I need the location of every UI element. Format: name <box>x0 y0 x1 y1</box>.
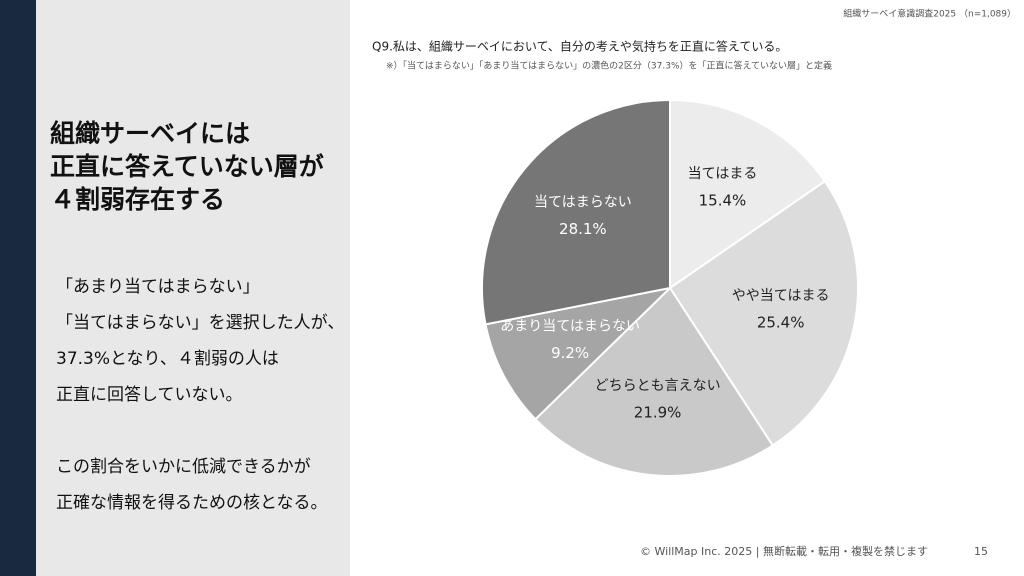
slice-label: どちらとも言えない <box>595 378 721 394</box>
pie-slice <box>484 286 674 421</box>
side-strip <box>0 0 36 576</box>
pie-slice <box>668 179 859 447</box>
slice-value: 21.9% <box>634 404 682 422</box>
slice-value: 15.4% <box>699 192 747 210</box>
copyright: © WillMap Inc. 2025 | 無断転載・転用・複製を禁じます <box>640 544 928 558</box>
slice-label: あまり当てはまらない <box>500 318 640 334</box>
body-text: 「当てはまらない」を選択した人が、 <box>56 313 344 333</box>
body-text: 正直に回答していない。 <box>56 385 243 405</box>
slice-label: 当てはまる <box>688 166 758 182</box>
slice-label: 当てはまらない <box>534 194 632 210</box>
slice-value: 25.4% <box>757 313 805 331</box>
survey-label: 組織サーベイ意識調査2025 （n=1,089） <box>843 8 1016 20</box>
pie-slice <box>481 98 671 326</box>
slice-value: 28.1% <box>559 220 607 238</box>
headline: ４割弱存在する <box>50 185 225 214</box>
body-text: この割合をいかに低減できるかが <box>56 457 311 477</box>
headline: 正直に答えていない層が <box>50 152 324 181</box>
body-text: 「あまり当てはまらない」 <box>56 277 260 297</box>
pie-slice <box>533 286 775 477</box>
headline: 組織サーベイには <box>50 119 250 148</box>
page-number: 15 <box>974 545 988 558</box>
body-text: 37.3%となり、４割弱の人は <box>56 349 279 369</box>
slice-value: 9.2% <box>551 344 589 362</box>
chart-note: ※）「当てはまらない」「あまり当てはまらない」の濃色の2区分（37.3%）を「正… <box>386 60 832 72</box>
body-text: 正確な情報を得るための核となる。 <box>56 493 328 513</box>
pie-slice <box>669 98 827 290</box>
slice-label: やや当てはまる <box>732 288 830 304</box>
chart-title: Q9.私は、組織サーベイにおいて、自分の考えや気持ちを正直に答えている。 <box>372 39 787 54</box>
left-panel <box>36 0 350 576</box>
